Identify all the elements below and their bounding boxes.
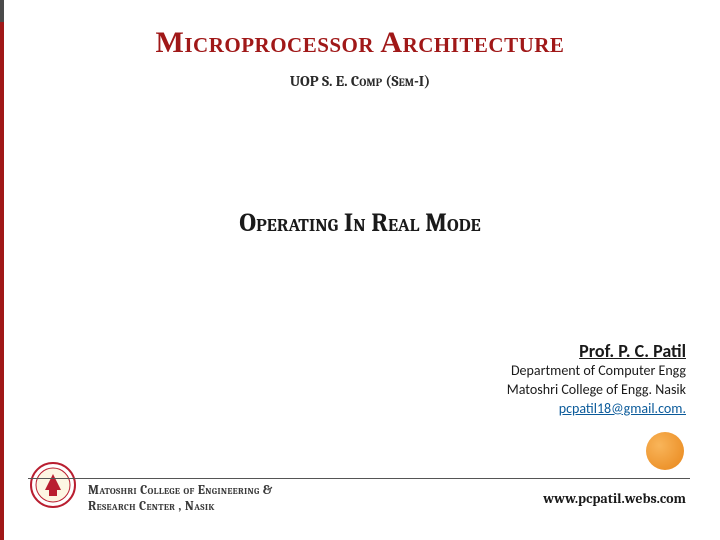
footer-line2: Research Center , Nasik: [88, 499, 215, 514]
top-corner-block: [0, 0, 4, 22]
slide-topic: Operating In Real Mode: [0, 208, 720, 238]
slide-subtitle: UOP S. E. Comp (Sem-I): [0, 72, 720, 90]
author-email: pcpatil18@gmail.com.: [507, 400, 686, 417]
footer-line1: Matoshri College of Engineering &: [88, 483, 273, 498]
slide-title: Microprocessor Architecture: [0, 26, 720, 60]
footer-divider: [28, 478, 690, 479]
author-college: Matoshri College of Engg. Nasik: [507, 381, 686, 400]
author-block: Prof. P. C. Patil Department of Computer…: [507, 340, 686, 417]
footer-website: www.pcpatil.webs.com: [543, 490, 686, 507]
college-logo-icon: [28, 460, 78, 510]
decorative-circle: [646, 432, 684, 470]
author-dept: Department of Computer Engg: [507, 362, 686, 381]
footer-college-name: Matoshri College of Engineering & Resear…: [88, 483, 273, 514]
author-name: Prof. P. C. Patil: [507, 340, 686, 362]
